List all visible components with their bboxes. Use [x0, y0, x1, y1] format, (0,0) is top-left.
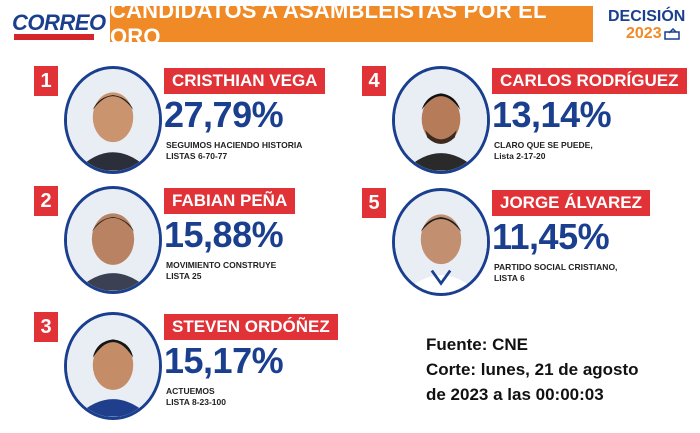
- vote-percentage: 27,79%: [164, 94, 284, 135]
- candidate-name: CRISTHIAN VEGA: [164, 68, 326, 94]
- candidate-card-3: 3 STEVEN ORDÓÑEZ 15,17% ACTUEMOS LISTA 8…: [34, 312, 338, 430]
- candidate-photo: [392, 66, 490, 174]
- rank-badge: 2: [34, 186, 58, 216]
- candidate-name: CARLOS RODRÍGUEZ: [492, 68, 687, 94]
- cutoff-line: Corte: lunes, 21 de agosto: [426, 360, 639, 379]
- candidate-name: JORGE ÁLVAREZ: [492, 190, 650, 216]
- candidate-photo: [64, 312, 162, 420]
- party-name: MOVIMIENTO CONSTRUYE: [166, 260, 277, 270]
- candidate-photo: [64, 186, 162, 294]
- decision-2023-logo: DECISIÓN 2023: [608, 8, 692, 44]
- list-number: LISTA 8-23-100: [166, 397, 226, 407]
- list-number: LISTAS 6-70-77: [166, 151, 228, 161]
- vote-percentage: 13,14%: [492, 94, 612, 135]
- source-note: Fuente: CNE Corte: lunes, 21 de agosto d…: [426, 332, 686, 407]
- person-portrait-icon: [67, 315, 159, 417]
- rank-badge: 4: [362, 66, 386, 96]
- list-number: LISTA 25: [166, 271, 202, 281]
- vote-percentage: 15,17%: [164, 340, 284, 381]
- candidate-card-2: 2 FABIAN PEÑA 15,88% MOVIMIENTO CONSTRUY…: [34, 186, 334, 304]
- candidate-name: STEVEN ORDÓÑEZ: [164, 314, 338, 340]
- source-line: Fuente: CNE: [426, 335, 528, 354]
- rank-badge: 5: [362, 188, 386, 218]
- candidate-card-1: 1 CRISTHIAN VEGA 27,79% SEGUIMOS HACIEND…: [34, 66, 334, 184]
- candidate-card-5: 5 JORGE ÁLVAREZ 11,45% PARTIDO SOCIAL CR…: [362, 188, 662, 306]
- vote-percentage: 15,88%: [164, 214, 284, 255]
- title-banner: CANDIDATOS A ASAMBLEÍSTAS POR EL ORO: [110, 0, 593, 49]
- person-portrait-icon: [67, 69, 159, 171]
- correo-logo-stripe: [14, 34, 94, 40]
- person-portrait-icon: [395, 191, 487, 293]
- cutoff-time-line: de 2023 a las 00:00:03: [426, 385, 604, 404]
- person-portrait-icon: [395, 69, 487, 171]
- correo-logo: CORREO: [12, 10, 106, 40]
- vote-percentage: 11,45%: [492, 216, 610, 257]
- party-name: CLARO QUE SE PUEDE,: [494, 140, 593, 150]
- candidate-photo: [64, 66, 162, 174]
- candidate-name: FABIAN PEÑA: [164, 188, 296, 214]
- party-name: SEGUIMOS HACIENDO HISTORIA: [166, 140, 303, 150]
- party-name: ACTUEMOS: [166, 386, 215, 396]
- decision-logo-year: 2023: [626, 25, 662, 42]
- rank-badge: 3: [34, 312, 58, 342]
- person-portrait-icon: [67, 189, 159, 291]
- header: CORREO CANDIDATOS A ASAMBLEÍSTAS POR EL …: [0, 0, 700, 50]
- correo-logo-text: CORREO: [12, 10, 106, 35]
- candidate-photo: [392, 188, 490, 296]
- ballot-box-icon: [664, 28, 680, 40]
- list-number: LISTA 6: [494, 273, 525, 283]
- decision-logo-word: DECISIÓN: [608, 8, 686, 25]
- rank-badge: 1: [34, 66, 58, 96]
- party-name: PARTIDO SOCIAL CRISTIANO,: [494, 262, 618, 272]
- candidate-card-4: 4 CARLOS RODRÍGUEZ 13,14% CLARO QUE SE P…: [362, 66, 687, 184]
- list-number: Lista 2-17-20: [494, 151, 546, 161]
